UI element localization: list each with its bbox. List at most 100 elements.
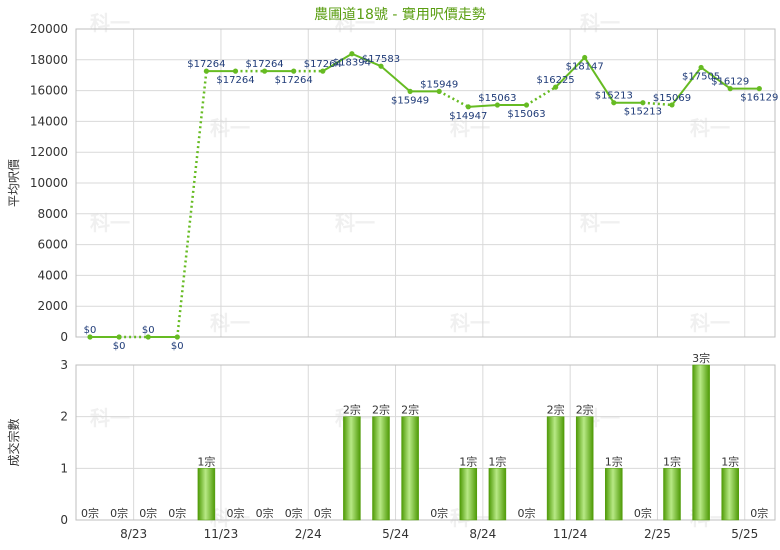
price-point <box>727 86 733 92</box>
price-data-label: $16225 <box>537 75 575 86</box>
volume-y-tick-label: 1 <box>60 461 68 475</box>
watermark-text: 科一 <box>90 211 130 235</box>
price-data-label: $17505 <box>682 71 720 82</box>
volume-bar <box>692 364 710 521</box>
price-data-label: $14947 <box>449 111 487 122</box>
price-line-segment <box>351 52 382 68</box>
price-data-label: $15063 <box>478 93 516 104</box>
volume-data-label: 0宗 <box>81 506 99 520</box>
price-line-segment <box>468 104 498 108</box>
volume-y-tick-label: 0 <box>60 513 68 527</box>
price-data-label: $0 <box>113 341 126 352</box>
price-y-tick-label: 4000 <box>37 268 68 282</box>
price-data-label: $15949 <box>420 79 458 90</box>
price-data-label: $15213 <box>624 107 662 118</box>
price-y-tick-label: 0 <box>60 330 68 344</box>
price-y-tick-label: 12000 <box>30 145 68 159</box>
volume-data-label: 2宗 <box>547 403 565 417</box>
volume-bar <box>721 468 739 521</box>
volume-data-label: 0宗 <box>256 506 274 520</box>
price-data-label: $15949 <box>391 95 429 106</box>
volume-data-label: 2宗 <box>372 403 390 417</box>
volume-axis-label: 成交宗數 <box>6 418 21 466</box>
price-point <box>145 334 151 340</box>
volume-data-label: 1宗 <box>488 454 506 468</box>
x-tick-label: 2/25 <box>644 527 671 541</box>
price-line <box>87 51 762 340</box>
price-line-segment <box>438 90 469 108</box>
price-y-tick-label: 6000 <box>37 238 68 252</box>
price-point <box>553 84 559 90</box>
price-line-segment <box>322 52 353 72</box>
price-point <box>378 63 384 69</box>
price-y-tick-label: 2000 <box>37 299 68 313</box>
price-data-label: $16129 <box>711 77 749 88</box>
price-data-label: $17264 <box>187 59 225 70</box>
volume-data-label: 1宗 <box>459 454 477 468</box>
volume-bar <box>605 468 623 521</box>
price-line-segment <box>554 56 586 88</box>
price-point <box>611 100 617 106</box>
price-point <box>320 68 326 74</box>
x-tick-label: 5/24 <box>382 527 409 541</box>
price-point <box>436 88 442 94</box>
data-labels: 0宗 0宗 0宗 0宗 1宗 0宗 0宗 0宗 0宗 2宗 2宗 2宗 0宗 1宗 1宗 0宗 2宗 2宗 1宗 0宗… <box>81 54 778 520</box>
price-y-tick-label: 16000 <box>30 84 68 98</box>
watermark-text: 科一 <box>690 116 730 140</box>
price-y-tick-label: 10000 <box>30 176 68 190</box>
price-plot-frame <box>75 28 776 338</box>
axes-layer: 0 2000 4000 6000 8000 10000 12000 14000 16000 180… <box>30 22 776 541</box>
price-point <box>640 100 646 106</box>
volume-bar <box>575 416 594 521</box>
price-point <box>174 334 180 340</box>
volume-data-label: 0宗 <box>285 506 303 520</box>
price-data-label: $17583 <box>362 54 400 65</box>
volume-bar <box>546 416 565 521</box>
price-point <box>407 88 413 94</box>
volume-data-label: 0宗 <box>110 506 128 520</box>
price-data-label: $18147 <box>566 62 604 73</box>
price-point <box>349 51 355 57</box>
price-line-segment <box>700 66 731 90</box>
volume-y-tick-label: 3 <box>60 358 68 372</box>
price-data-label: $17264 <box>275 75 313 86</box>
volume-data-label: 2宗 <box>576 403 594 417</box>
price-data-label: $0 <box>171 341 184 352</box>
volume-bars <box>197 364 739 521</box>
volume-bar <box>197 468 216 521</box>
x-tick-label: 2/24 <box>295 527 322 541</box>
volume-data-label: 0宗 <box>750 506 768 520</box>
chart-title: 農圃道18號 - 實用呎價走勢 <box>314 6 486 23</box>
watermark-text: 科一 <box>580 11 620 35</box>
x-tick-label: 5/25 <box>731 527 758 541</box>
price-data-label: $18394 <box>333 58 371 69</box>
volume-data-label: 0宗 <box>634 506 652 520</box>
price-y-tick-label: 20000 <box>30 22 68 36</box>
volume-bar <box>663 468 681 521</box>
price-point <box>494 102 500 108</box>
price-point <box>203 68 209 74</box>
volume-data-label: 0宗 <box>139 506 157 520</box>
volume-bar <box>372 416 390 521</box>
watermark-text: 科一 <box>210 506 250 530</box>
price-data-label: $0 <box>84 325 97 336</box>
volume-bar <box>488 468 507 521</box>
price-point <box>756 86 762 92</box>
x-tick-label: 8/23 <box>120 527 147 541</box>
watermark-text: 科一 <box>210 311 250 335</box>
price-y-tick-label: 18000 <box>30 53 68 67</box>
price-point <box>116 334 122 340</box>
watermark-layer: 科一科一科一科一科一科一科一科一科一科一科一科一科一科一科一科一科一科一 <box>90 11 730 530</box>
price-point <box>669 102 675 108</box>
volume-bar <box>343 416 361 521</box>
price-axis-label: 平均呎價 <box>7 159 21 207</box>
volume-data-label: 2宗 <box>401 403 419 417</box>
price-data-label: $17264 <box>246 59 284 70</box>
price-data-label: $16129 <box>740 93 778 104</box>
price-line-segment <box>671 66 702 106</box>
watermark-text: 科一 <box>690 311 730 335</box>
watermark-text: 科一 <box>335 211 375 235</box>
volume-data-label: 0宗 <box>518 506 536 520</box>
